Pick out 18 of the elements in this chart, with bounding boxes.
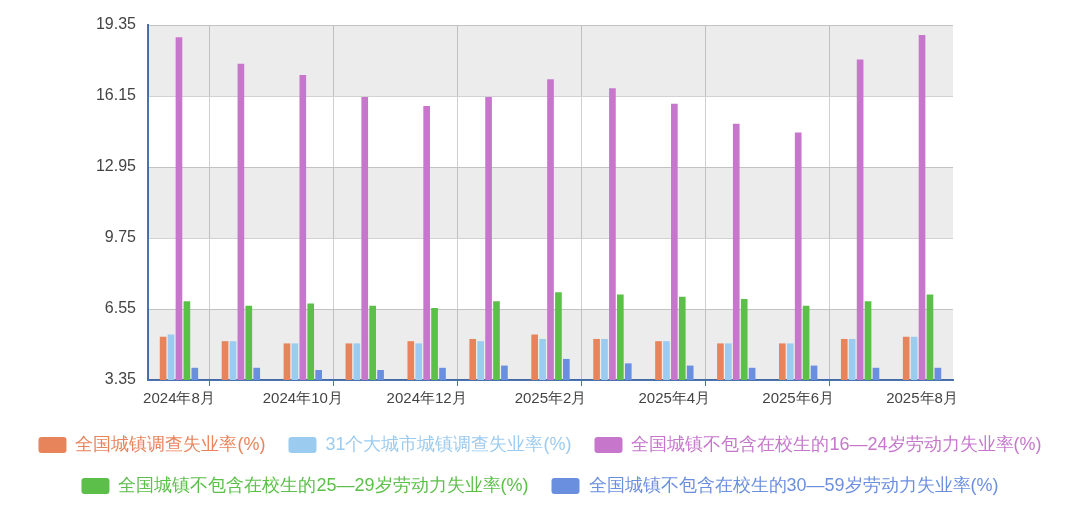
y-tick-label: 12.95 <box>95 157 137 175</box>
legend-label: 全国城镇调查失业率(%) <box>75 433 266 454</box>
legend-label: 全国城镇不包含在校生的30—59岁劳动力失业率(%) <box>588 474 999 495</box>
x-tick-label: 2024年12月 <box>386 389 467 407</box>
legend-label: 31个大城市城镇调查失业率(%) <box>325 433 572 454</box>
y-tick-label: 16.15 <box>95 86 137 104</box>
x-tick-label: 2025年2月 <box>514 389 587 407</box>
y-tick-label: 9.75 <box>104 228 137 246</box>
legend-label: 全国城镇不包含在校生的16—24岁劳动力失业率(%) <box>631 433 1042 454</box>
x-tick-label: 2024年8月 <box>143 389 215 407</box>
x-tick-label: 2025年8月 <box>886 389 958 407</box>
legend-label: 全国城镇不包含在校生的25—29岁劳动力失业率(%) <box>118 474 529 495</box>
y-tick-label: 3.35 <box>104 370 137 388</box>
x-tick-label: 2025年4月 <box>638 389 711 407</box>
y-tick-label: 6.55 <box>104 299 137 317</box>
x-tick-label: 2025年6月 <box>762 389 835 407</box>
y-tick-label: 19.35 <box>95 15 137 33</box>
x-tick-label: 2024年10月 <box>262 389 343 407</box>
